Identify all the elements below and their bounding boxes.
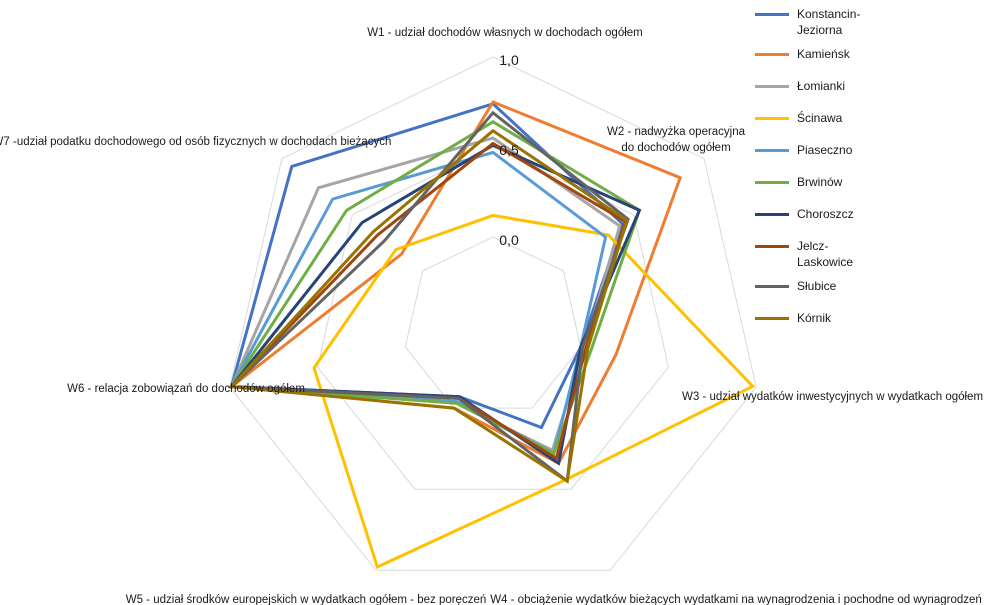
axis-label-w6: W6 - relacja zobowiązań do dochodów ogół… — [67, 383, 305, 395]
legend-item: Kórnik — [755, 310, 990, 342]
axis-labels: W1 - udział dochodów własnych w dochodac… — [0, 27, 983, 605]
series-line-3 — [312, 213, 756, 570]
axis-label-w3: W3 - udział wydatków inwestycyjnych w wy… — [682, 391, 983, 403]
legend-item: Piaseczno — [755, 142, 990, 174]
legend-swatch — [755, 245, 789, 248]
tick-label: 0,0 — [499, 232, 519, 248]
legend-item: Słubice — [755, 278, 990, 310]
legend-swatch — [755, 317, 789, 320]
legend-swatch — [755, 181, 789, 184]
grid-ring — [404, 236, 582, 409]
legend-swatch — [755, 285, 789, 288]
legend: Konstancin- Jeziorna Kamieńsk Łomianki Ścina… — [755, 6, 990, 342]
legend-swatch — [755, 13, 789, 16]
legend-item: Ścinawa — [755, 110, 990, 142]
legend-item: Choroszcz — [755, 206, 990, 238]
series-line-0 — [229, 102, 625, 430]
legend-item: Brwinów — [755, 174, 990, 206]
axis-label-w2: W2 - nadwyżka operacyjna do dochodów ogół… — [607, 126, 746, 154]
legend-swatch — [755, 213, 789, 216]
legend-label: Łomianki — [797, 79, 846, 93]
legend-item: Konstancin- Jeziorna — [755, 6, 990, 46]
legend-item: Kamieńsk — [755, 46, 990, 78]
legend-label: Choroszcz — [797, 207, 854, 221]
radar-series — [227, 100, 756, 570]
legend-label: Piaseczno — [797, 143, 853, 157]
legend-label: Brwinów — [797, 175, 843, 189]
tick-label: 0,5 — [499, 142, 519, 158]
legend-label: Słubice — [797, 279, 837, 293]
legend-label: Ścinawa — [797, 111, 843, 125]
legend-item: Jelcz- Laskowice — [755, 238, 990, 278]
legend-swatch — [755, 53, 789, 56]
legend-swatch — [755, 85, 789, 88]
axis-label-w5: W5 - udział środków europejskich w wydat… — [126, 594, 487, 605]
axis-label-w4: W4 - obciążenie wydatków bieżących wydat… — [490, 594, 982, 605]
legend-label: Kórnik — [797, 311, 832, 325]
legend-item: Łomianki — [755, 78, 990, 110]
grid-ring — [229, 56, 757, 571]
legend-label: Kamieńsk — [797, 47, 850, 61]
legend-swatch — [755, 149, 789, 152]
series-line-9 — [228, 128, 629, 484]
legend-label: Konstancin- Jeziorna — [797, 7, 861, 37]
radial-tick-labels: 0,0 0,5 1,0 — [499, 52, 519, 248]
legend-label: Jelcz- Laskowice — [797, 239, 854, 269]
legend-swatch — [755, 117, 789, 120]
axis-label-w1: W1 - udział dochodów własnych w dochodac… — [367, 27, 643, 39]
tick-label: 1,0 — [499, 52, 519, 68]
axis-label-w7: W7 -udział podatku dochodowego od osób f… — [0, 136, 391, 148]
